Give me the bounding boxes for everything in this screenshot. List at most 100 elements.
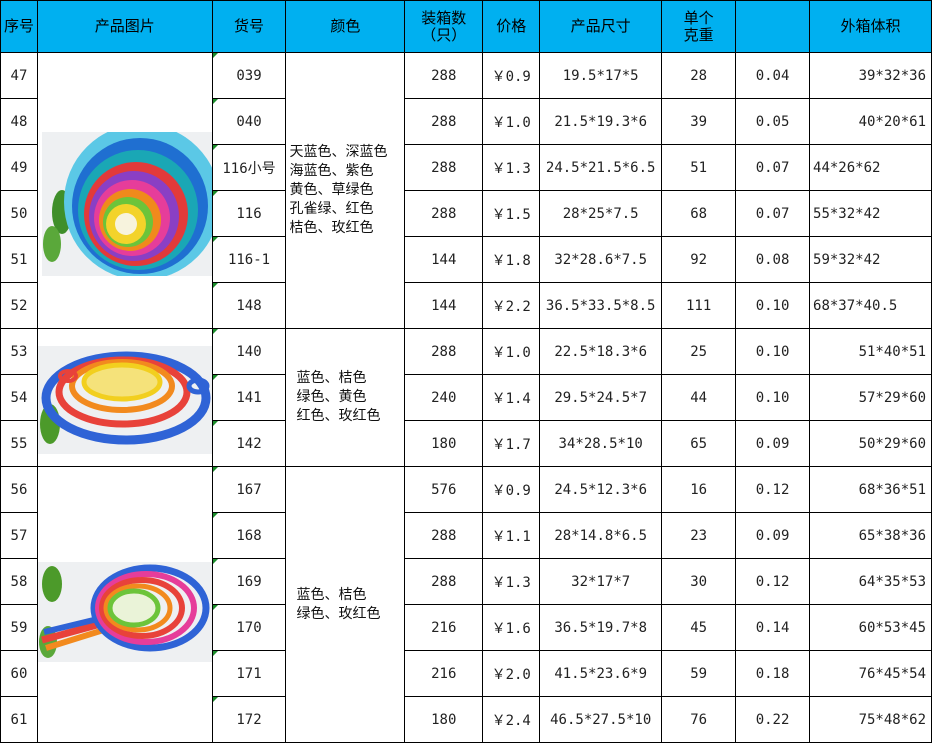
table-row: 57 168 288 ￥1.1 28*14.8*6.5 23 0.09 65*38*36 [0,512,932,559]
cell-volume: 64*35*53 [809,558,932,605]
cell-size: 19.5*17*5 [539,52,663,99]
cell-ratio: 0.10 [735,328,811,375]
handled-sieves-photo [38,562,212,662]
cell-code: 140 [211,328,287,375]
cell-price: ￥2.2 [482,282,541,329]
cell-price: ￥1.3 [482,144,541,191]
strainer-rings-photo [38,346,212,454]
cell-size: 46.5*27.5*10 [539,696,663,743]
cell-price: ￥1.8 [482,236,541,283]
cell-code: 169 [211,558,287,605]
table-row: 49 116小号 288 ￥1.3 24.5*21.5*6.5 51 0.07 44*26*6… [0,144,932,191]
cell-seq: 57 [0,512,38,559]
cell-code: 168 [211,512,287,559]
cell-weight: 23 [661,512,737,559]
cell-price: ￥1.6 [482,604,541,651]
cell-price: ￥1.1 [482,512,541,559]
table-row: 58 169 288 ￥1.3 32*17*7 30 0.12 64*35*53 [0,558,932,605]
table-row: 59 170 216 ￥1.6 36.5*19.7*8 45 0.14 60*53*45 [0,604,932,651]
cell-weight: 68 [661,190,737,237]
cell-code: 167 [211,466,287,513]
cell-ratio: 0.07 [735,144,811,191]
cell-code: 170 [211,604,287,651]
cell-seq: 48 [0,98,38,145]
cell-ratio: 0.22 [735,696,811,743]
header-blank [735,0,811,53]
cell-qty: 144 [404,282,484,329]
cell-qty: 288 [404,328,484,375]
cell-weight: 65 [661,420,737,467]
cell-code: 171 [211,650,287,697]
cell-weight: 39 [661,98,737,145]
cell-code: 116 [211,190,287,237]
cell-qty: 288 [404,144,484,191]
cell-qty: 288 [404,512,484,559]
cell-code: 116-1 [211,236,287,283]
cell-size: 41.5*23.6*9 [539,650,663,697]
cell-ratio: 0.12 [735,466,811,513]
cell-seq: 59 [0,604,38,651]
cell-volume: 39*32*36 [809,52,932,99]
header-size: 产品尺寸 [539,0,663,53]
cell-qty: 288 [404,190,484,237]
table-row: 47 039 天蓝色、深蓝色 海蓝色、紫色 黄色、草绿色 孔雀绿、红色 桔色、玫红… [0,52,932,329]
header-qty: 装箱数（只） [404,0,484,53]
cell-volume: 55*32*42 [809,190,932,237]
cell-size: 32*28.6*7.5 [539,236,663,283]
cell-weight: 76 [661,696,737,743]
cell-ratio: 0.05 [735,98,811,145]
cell-qty: 144 [404,236,484,283]
cell-seq: 58 [0,558,38,605]
header-color: 颜色 [285,0,406,53]
header-row: 序号 产品图片 货号 颜色 装箱数（只） 价格 产品尺寸 单个克重 外箱体积 [0,0,932,53]
cell-price: ￥1.3 [482,558,541,605]
cell-size: 21.5*19.3*6 [539,98,663,145]
table-row: 52 148 144 ￥2.2 36.5*33.5*8.5 111 0.10 68*37*40… [0,282,932,329]
cell-qty: 180 [404,420,484,467]
table-row: 56 167 蓝色、桔色 绿色、玫红色 576 ￥0.9 24.5*12.3*6 16 0.… [0,466,932,743]
cell-volume: 57*29*60 [809,374,932,421]
cell-image [36,328,213,467]
cell-weight: 92 [661,236,737,283]
cell-size: 36.5*33.5*8.5 [539,282,663,329]
cell-colors: 天蓝色、深蓝色 海蓝色、紫色 黄色、草绿色 孔雀绿、红色 桔色、玫红色 [285,52,406,329]
header-code: 货号 [211,0,287,53]
cell-ratio: 0.10 [735,374,811,421]
cell-code: 141 [211,374,287,421]
cell-seq: 61 [0,696,38,743]
table-row: 54 141 240 ￥1.4 29.5*24.5*7 44 0.10 57*29*60 [0,374,932,421]
cell-code: 040 [211,98,287,145]
cell-size: 28*25*7.5 [539,190,663,237]
cell-seq: 54 [0,374,38,421]
cell-seq: 47 [0,52,38,99]
cell-volume: 51*40*51 [809,328,932,375]
cell-price: ￥1.4 [482,374,541,421]
cell-qty: 288 [404,98,484,145]
cell-seq: 56 [0,466,38,513]
cell-weight: 30 [661,558,737,605]
table-row: 61 172 180 ￥2.4 46.5*27.5*10 76 0.22 75*48*62 [0,696,932,743]
cell-ratio: 0.08 [735,236,811,283]
cell-qty: 180 [404,696,484,743]
cell-qty: 288 [404,558,484,605]
cell-code: 148 [211,282,287,329]
cell-size: 32*17*7 [539,558,663,605]
cell-weight: 111 [661,282,737,329]
colors-text: 蓝色、桔色 绿色、玫红色 [296,586,381,622]
cell-colors: 蓝色、桔色 绿色、玫红色 [285,466,406,743]
cell-size: 24.5*12.3*6 [539,466,663,513]
cell-qty: 240 [404,374,484,421]
cell-size: 34*28.5*10 [539,420,663,467]
cell-weight: 44 [661,374,737,421]
cell-price: ￥1.7 [482,420,541,467]
cell-code: 116小号 [211,144,287,191]
cell-price: ￥2.0 [482,650,541,697]
cell-image [36,466,213,743]
header-price: 价格 [482,0,541,53]
cell-seq: 60 [0,650,38,697]
cell-colors: 蓝色、桔色 绿色、黄色 红色、玫红色 [285,328,406,467]
cell-volume: 75*48*62 [809,696,932,743]
cell-volume: 65*38*36 [809,512,932,559]
cell-weight: 51 [661,144,737,191]
